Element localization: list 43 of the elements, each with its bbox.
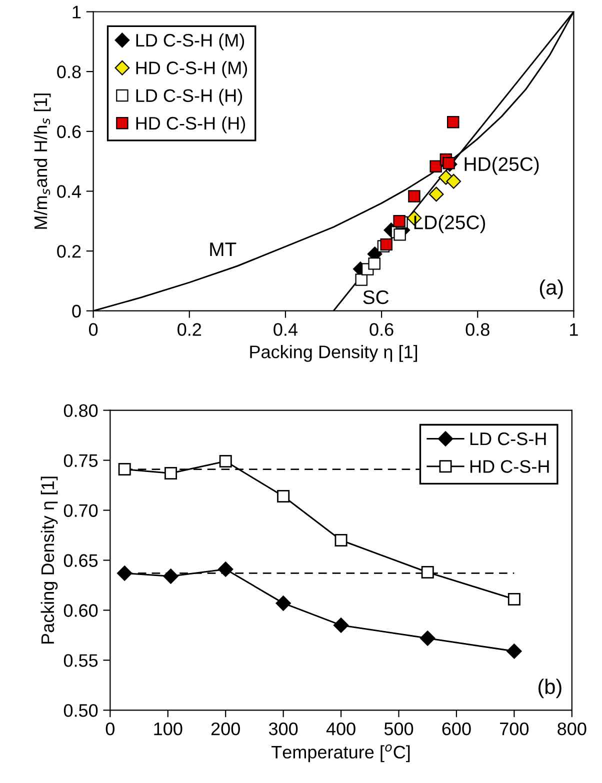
y-axis-title: Packing Density η [1] <box>40 476 58 644</box>
legend-label: LD C-S-H (M) <box>136 33 244 50</box>
x-axis-title: Temperature [$^{o}$C] <box>271 744 410 762</box>
x-tick-label: 100 <box>154 722 182 736</box>
y-tick-label: 0.60 <box>64 604 98 617</box>
y-axis-title: M/m$_{s}$and H/h$_{s}$ [1] <box>34 94 51 229</box>
x-tick-label: 600 <box>442 722 471 736</box>
legend-label: HD C-S-H (H) <box>136 116 246 134</box>
x-tick-label: 0.6 <box>370 323 394 336</box>
legend-label: HD C-S-H <box>470 460 549 473</box>
y-tick-label: 0.4 <box>57 185 81 198</box>
x-tick-label: 0.4 <box>274 323 298 336</box>
x-tick-label: 400 <box>326 722 356 736</box>
x-tick-label: 300 <box>268 722 298 736</box>
y-tick-label: 0.2 <box>57 244 81 258</box>
x-tick-label: 500 <box>384 722 414 736</box>
x-tick-label: 1 <box>570 323 578 336</box>
annotation: LD(25C) <box>414 215 486 234</box>
x-tick-label: 700 <box>500 722 529 736</box>
x-tick-label: 800 <box>558 722 586 736</box>
x-axis-title: Packing Density η [1] <box>250 345 418 362</box>
y-tick-label: 0.50 <box>64 704 98 717</box>
x-tick-label: 0 <box>106 722 114 736</box>
y-tick-label: 1 <box>72 6 81 18</box>
x-tick-label: 0.8 <box>466 323 490 336</box>
annotation: SC <box>363 290 389 304</box>
annotation: MT <box>210 242 236 256</box>
y-tick-label: 0.55 <box>64 654 98 667</box>
legend-label: HD C-S-H (M) <box>136 61 248 78</box>
annotation: (a) <box>540 279 563 299</box>
legend-label: LD C-S-H (H) <box>136 88 242 106</box>
y-tick-label: 0.65 <box>64 554 98 567</box>
x-tick-label: 200 <box>211 722 240 736</box>
x-tick-label: 0.2 <box>178 323 202 336</box>
y-tick-label: 0 <box>72 304 81 318</box>
y-tick-label: 0.75 <box>64 454 98 467</box>
legend-label: LD C-S-H <box>470 432 546 446</box>
y-tick-label: 0.8 <box>57 66 81 78</box>
annotation: HD(25C) <box>464 156 539 175</box>
y-tick-label: 0.6 <box>57 125 81 138</box>
y-tick-label: 0.80 <box>64 404 98 418</box>
y-tick-label: 0.70 <box>64 504 98 517</box>
annotation: (b) <box>538 678 562 698</box>
